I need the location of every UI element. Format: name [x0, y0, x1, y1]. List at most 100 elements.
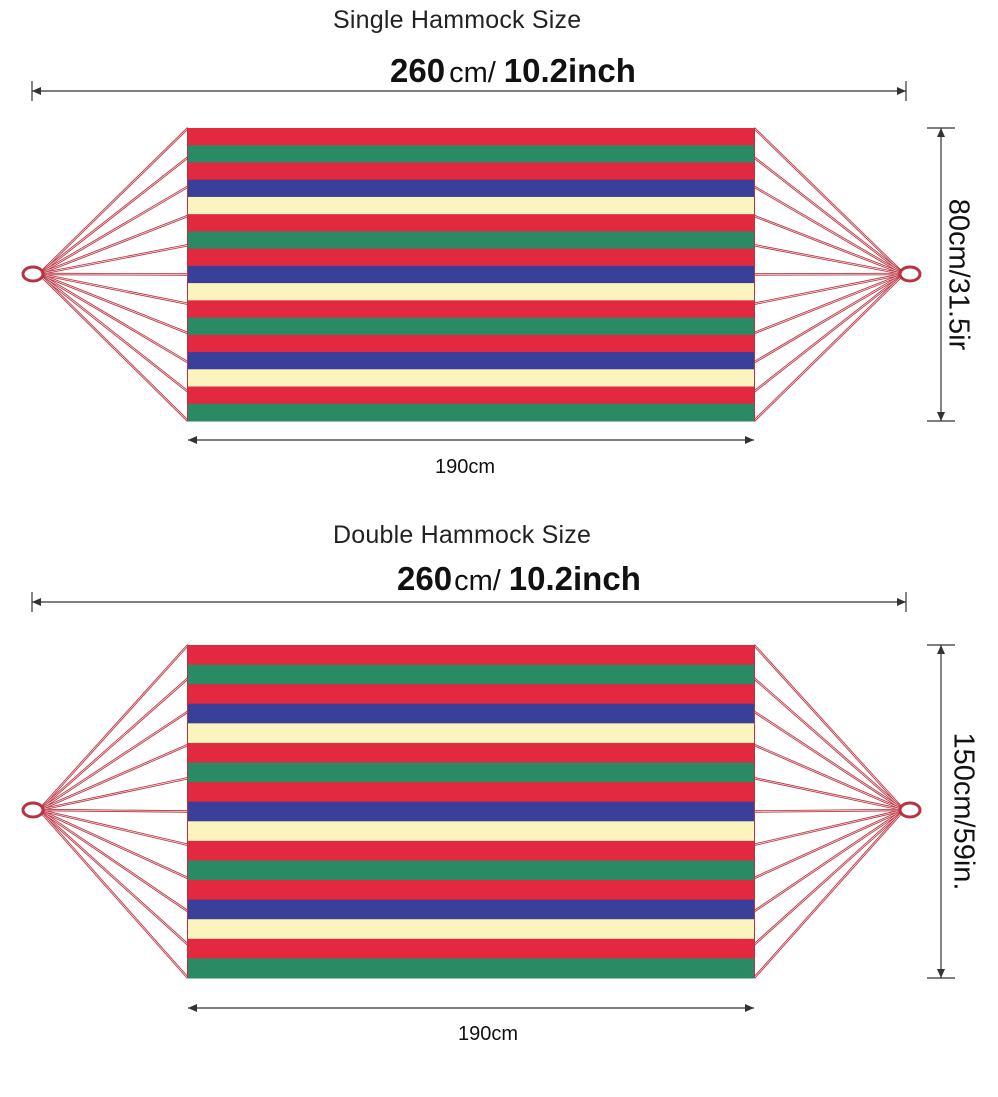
- double-length-inch: 10.2inch: [508, 560, 641, 597]
- single-stripe-red: [188, 334, 754, 353]
- single-stripe-cream: [188, 369, 754, 388]
- single-total-arrow-right-head: [897, 87, 906, 95]
- double-stripe-red: [188, 880, 754, 901]
- single-stripe-red: [188, 248, 754, 267]
- double-stripe-red: [188, 645, 754, 666]
- single-bed-arrow-left-head: [188, 436, 197, 444]
- single-length-unit: cm/: [449, 57, 496, 89]
- double-right-rope-highlight: [753, 809, 905, 879]
- double-stripe-blue: [188, 801, 754, 822]
- single-right-rope-highlight: [753, 273, 905, 363]
- single-left-rope-highlight: [38, 215, 189, 275]
- double-left-rope-highlight: [38, 711, 189, 811]
- double-left-rope-highlight: [38, 678, 189, 811]
- single-stripe-green: [188, 403, 754, 422]
- single-stripe-red: [188, 214, 754, 232]
- single-length-inch: 10.2inch: [503, 52, 636, 89]
- double-right-rope-highlight: [753, 644, 905, 811]
- double-right-rope-highlight: [753, 809, 905, 979]
- single-left-rope-highlight: [38, 273, 189, 422]
- double-length-value: 260: [397, 560, 453, 597]
- double-stripe-blue: [188, 899, 754, 920]
- double-hammock-title: Double Hammock Size: [333, 521, 592, 549]
- double-left-rope-highlight: [38, 809, 189, 812]
- single-bed-arrow-right-head: [745, 436, 754, 444]
- double-total-arrow-left-head: [32, 598, 41, 606]
- single-total-arrow-left-head: [32, 87, 41, 95]
- double-right-rope-highlight: [753, 809, 905, 812]
- double-stripe-red: [188, 782, 754, 803]
- single-stripe-red: [188, 386, 754, 405]
- double-right-rope-highlight: [753, 677, 905, 811]
- single-right-rope-highlight: [753, 156, 905, 275]
- single-left-rope-highlight: [38, 156, 189, 275]
- single-left-rope-highlight: [38, 273, 189, 275]
- single-stripe-red: [188, 300, 754, 319]
- double-left-rope-highlight: [38, 809, 189, 846]
- double-stripe-green: [188, 664, 754, 685]
- double-width-arrow-top-head: [937, 645, 945, 654]
- single-right-ring: [898, 265, 922, 283]
- double-left-rope-highlight: [38, 744, 189, 811]
- single-left-ring: [21, 265, 45, 283]
- single-left-rope-highlight: [38, 273, 189, 305]
- single-bed-length-label: 190cm: [435, 456, 496, 478]
- single-stripe-green: [188, 231, 754, 250]
- single-right-rope-highlight: [753, 186, 905, 275]
- double-width-arrow-bottom-head: [937, 969, 945, 978]
- double-stripe-red: [188, 684, 754, 705]
- double-left-rope-highlight: [38, 777, 189, 811]
- double-right-ring: [898, 801, 922, 819]
- single-left-rope-highlight: [38, 244, 189, 275]
- double-length-unit: cm/: [454, 565, 501, 597]
- single-total-length-label: 260 cm/10.2inch: [390, 52, 636, 90]
- single-stripe-cream: [188, 283, 754, 301]
- single-stripe-red: [188, 128, 754, 146]
- single-hammock-title: Single Hammock Size: [333, 6, 582, 34]
- double-total-arrow-right-head: [897, 598, 906, 606]
- double-right-rope-highlight: [753, 744, 905, 811]
- double-right-rope-highlight: [753, 777, 905, 811]
- double-stripe-cream: [188, 723, 754, 744]
- single-stripe-blue: [188, 265, 754, 284]
- double-left-rope-highlight: [38, 644, 189, 811]
- single-left-rope-highlight: [38, 186, 189, 275]
- single-left-rope-highlight: [38, 273, 189, 334]
- double-stripe-cream: [188, 821, 754, 842]
- single-right-rope-highlight: [753, 273, 905, 334]
- double-left-rope-highlight: [38, 809, 189, 912]
- single-right-rope-highlight: [753, 273, 905, 305]
- double-stripe-blue: [188, 703, 754, 724]
- double-left-ring: [21, 801, 45, 819]
- double-bed-length-label: 190cm: [458, 1023, 519, 1045]
- double-right-rope-highlight: [753, 809, 905, 945]
- single-stripe-blue: [188, 352, 754, 370]
- single-stripe-green: [188, 145, 754, 163]
- single-width-arrow-bottom-head: [937, 412, 945, 421]
- double-left-rope-highlight: [38, 809, 189, 879]
- double-stripe-red: [188, 840, 754, 861]
- single-width-arrow-top-head: [937, 128, 945, 137]
- single-right-rope-highlight: [753, 215, 905, 275]
- single-stripe-blue: [188, 179, 754, 198]
- double-left-rope-highlight: [38, 809, 189, 945]
- double-left-rope-highlight: [38, 809, 189, 979]
- single-left-rope-highlight: [38, 127, 189, 275]
- double-total-length-label: 260cm/10.2inch: [397, 560, 641, 598]
- double-stripe-cream: [188, 919, 754, 940]
- double-stripe-green: [188, 860, 754, 881]
- single-left-rope-highlight: [38, 273, 189, 363]
- double-right-rope-highlight: [753, 809, 905, 846]
- single-stripe-red: [188, 162, 754, 181]
- double-right-rope-highlight: [753, 711, 905, 811]
- double-right-rope-highlight: [753, 809, 905, 912]
- single-right-rope-highlight: [753, 127, 905, 275]
- double-stripe-red: [188, 742, 754, 764]
- single-stripe-green: [188, 317, 754, 336]
- double-stripe-red: [188, 938, 754, 959]
- double-bed-arrow-right-head: [745, 1004, 754, 1012]
- single-right-rope-highlight: [753, 273, 905, 393]
- single-length-value: 260: [390, 52, 446, 89]
